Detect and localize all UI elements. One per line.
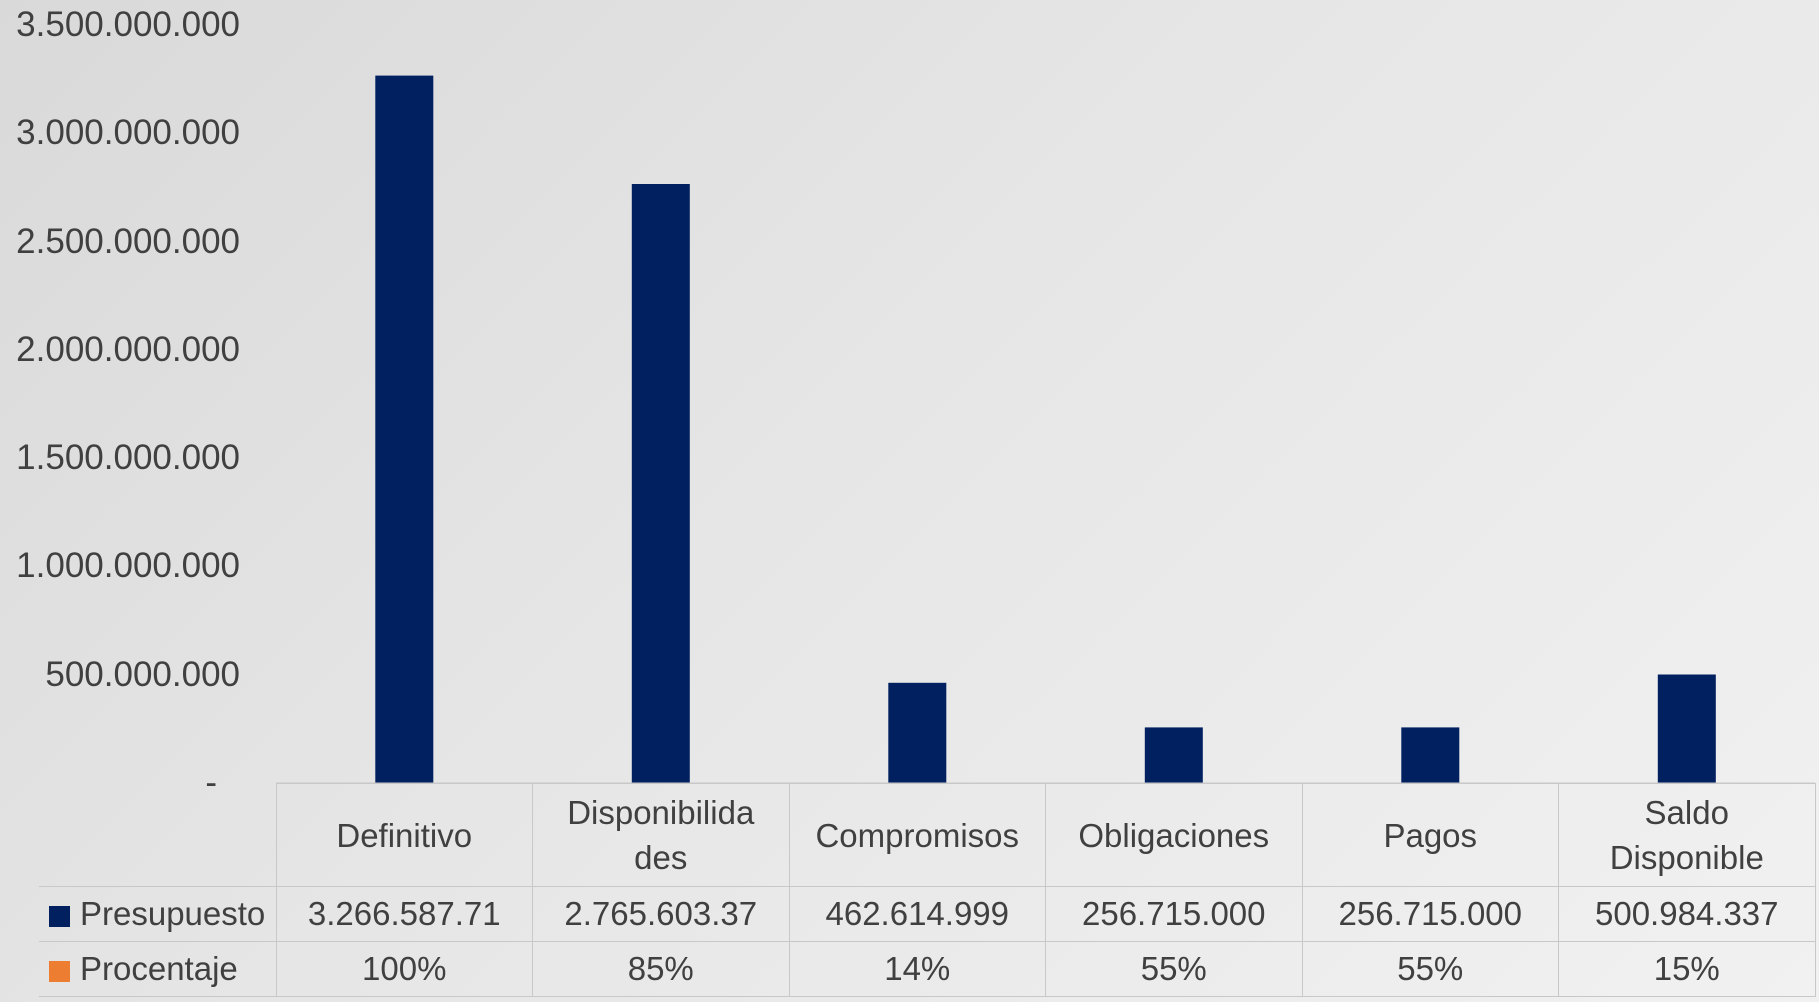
bar-disponibilidades bbox=[631, 184, 690, 783]
legend-swatch-presupuesto bbox=[49, 905, 70, 927]
data-table-row-presupuesto: Presupuesto 3.266.587.71 2.765.603.37 462.… bbox=[39, 886, 1816, 942]
legend-label-presupuesto: Presupuesto bbox=[80, 895, 266, 932]
data-table-corner bbox=[39, 783, 276, 887]
data-label-procentaje: 15% bbox=[1558, 941, 1816, 997]
data-table-category-row: Definitivo Disponibilida des Compromisos Obl… bbox=[39, 783, 1816, 887]
data-label-procentaje: 14% bbox=[788, 941, 1046, 997]
y-tick-label: 3.000.000.000 bbox=[16, 113, 240, 153]
x-tick-label: Pagos bbox=[1301, 783, 1559, 887]
data-label-procentaje: 55% bbox=[1045, 941, 1303, 997]
data-label-presupuesto: 462.614.999 bbox=[788, 886, 1046, 942]
bar-saldo-disponible bbox=[1657, 674, 1716, 783]
x-tick-label: Definitivo bbox=[275, 783, 533, 887]
y-tick-label: 1.000.000.000 bbox=[16, 546, 240, 586]
y-tick-label: 2.000.000.000 bbox=[16, 329, 240, 369]
data-label-procentaje: 100% bbox=[275, 941, 533, 997]
y-tick-label: 1.500.000.000 bbox=[16, 438, 240, 478]
legend-label-procentaje: Procentaje bbox=[80, 950, 238, 987]
bar-pagos bbox=[1401, 727, 1460, 783]
legend-entry-presupuesto: Presupuesto bbox=[39, 886, 277, 942]
legend-swatch-procentaje bbox=[49, 960, 70, 982]
legend-entry-procentaje: Procentaje bbox=[39, 941, 277, 997]
y-tick-label: - bbox=[205, 763, 217, 802]
bar-definitivo bbox=[375, 75, 434, 783]
data-label-presupuesto: 256.715.000 bbox=[1301, 886, 1559, 942]
x-tick-label: Compromisos bbox=[788, 783, 1046, 887]
bar-compromisos bbox=[888, 682, 947, 783]
data-label-procentaje: 55% bbox=[1301, 941, 1559, 997]
bar-group bbox=[375, 75, 1716, 783]
x-tick-label: Obligaciones bbox=[1045, 783, 1303, 887]
data-label-presupuesto: 256.715.000 bbox=[1045, 886, 1303, 942]
data-label-presupuesto: 2.765.603.37 bbox=[532, 886, 790, 942]
data-label-presupuesto: 500.984.337 bbox=[1558, 886, 1816, 942]
y-tick-label: 500.000.000 bbox=[45, 654, 240, 694]
data-table-row-procentaje: Procentaje 100% 85% 14% 55% 55% 15% bbox=[39, 941, 1816, 997]
data-label-presupuesto: 3.266.587.71 bbox=[275, 886, 533, 942]
chart-plot-area bbox=[276, 75, 1815, 783]
y-tick-label: 2.500.000.000 bbox=[16, 221, 240, 261]
data-table: Definitivo Disponibilida des Compromisos Obl… bbox=[39, 783, 1816, 997]
x-tick-label: Saldo Disponible bbox=[1558, 783, 1816, 887]
y-tick-label: 3.500.000.000 bbox=[16, 5, 240, 44]
x-tick-label: Disponibilida des bbox=[532, 783, 790, 887]
bar-obligaciones bbox=[1144, 727, 1203, 783]
data-label-procentaje: 85% bbox=[532, 941, 790, 997]
